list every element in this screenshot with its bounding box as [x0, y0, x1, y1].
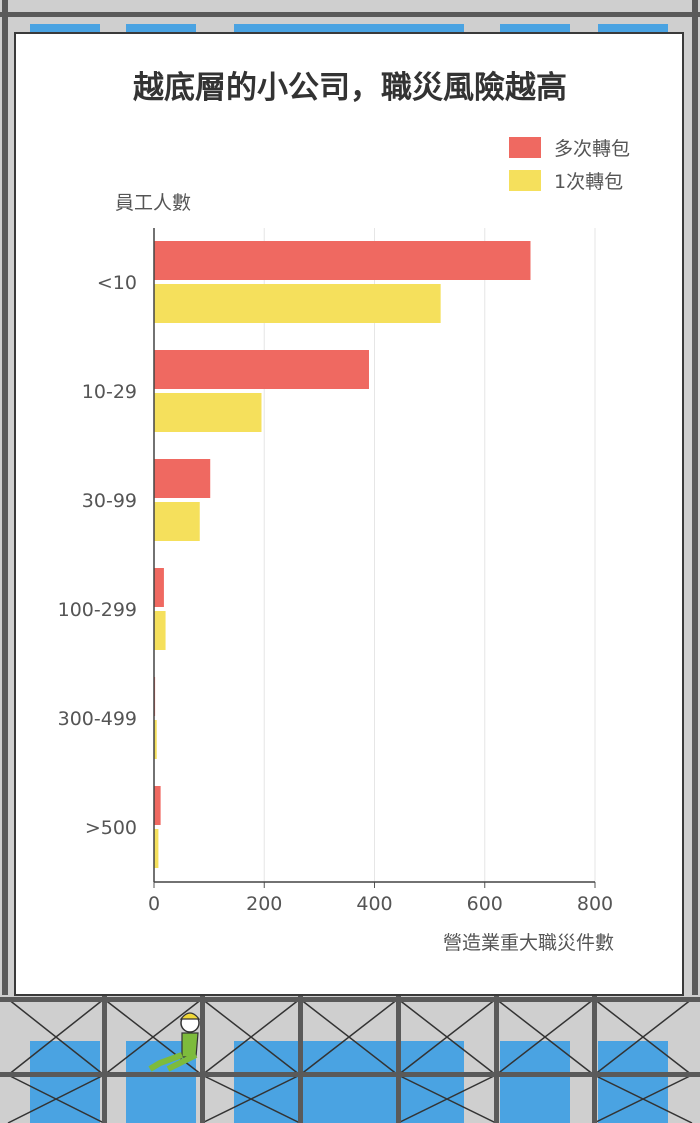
- bar-single: [154, 393, 262, 432]
- x-axis-title: 營造業重大職災件數: [443, 932, 614, 954]
- legend-swatch: [509, 137, 541, 158]
- y-tick-label: >500: [85, 817, 137, 839]
- legend-label: 1次轉包: [554, 171, 623, 193]
- x-tick-label: 400: [356, 893, 392, 915]
- legend: 多次轉包 1次轉包: [509, 137, 630, 193]
- bar-single: [154, 611, 166, 650]
- x-tick-label: 800: [577, 893, 613, 915]
- construction-worker-icon: [148, 1012, 201, 1072]
- y-tick-label: 30-99: [82, 490, 137, 512]
- chart-card: [14, 32, 684, 996]
- scaffold-bottom-art: [0, 995, 700, 1123]
- y-tick-label: 10-29: [82, 381, 137, 403]
- y-axis-title: 員工人數: [115, 192, 191, 214]
- bar-multi: [154, 568, 164, 607]
- bar-single: [154, 502, 200, 541]
- bar-multi: [154, 459, 211, 498]
- scaffold-post: [2, 0, 8, 1123]
- scaffold-post: [692, 0, 698, 1123]
- legend-swatch: [509, 170, 541, 191]
- axes: 0 200 400 600 800 <10 10-29 30-99 100-299 300-499…: [58, 228, 613, 915]
- bar-single: [154, 284, 441, 323]
- x-tick-label: 600: [467, 893, 503, 915]
- bar-multi: [154, 786, 161, 825]
- bar-single: [154, 829, 159, 868]
- y-tick-label: <10: [97, 272, 137, 294]
- chart-title: 越底層的小公司，職災風險越高: [133, 70, 567, 106]
- y-tick-label: 100-299: [58, 599, 137, 621]
- x-tick-label: 200: [246, 893, 282, 915]
- bar-multi: [154, 350, 369, 389]
- bar-single: [154, 720, 157, 759]
- scaffold-bottom: [0, 995, 700, 1123]
- bar-chart: 0 200 400 600 800 <10 10-29 30-99 100-299 300-499…: [58, 137, 630, 954]
- y-tick-label: 300-499: [58, 708, 137, 730]
- grid-lines: [263, 228, 596, 882]
- bars: [154, 241, 531, 868]
- x-tick-label: 0: [148, 893, 160, 915]
- legend-label: 多次轉包: [554, 138, 630, 160]
- bar-multi: [154, 241, 531, 280]
